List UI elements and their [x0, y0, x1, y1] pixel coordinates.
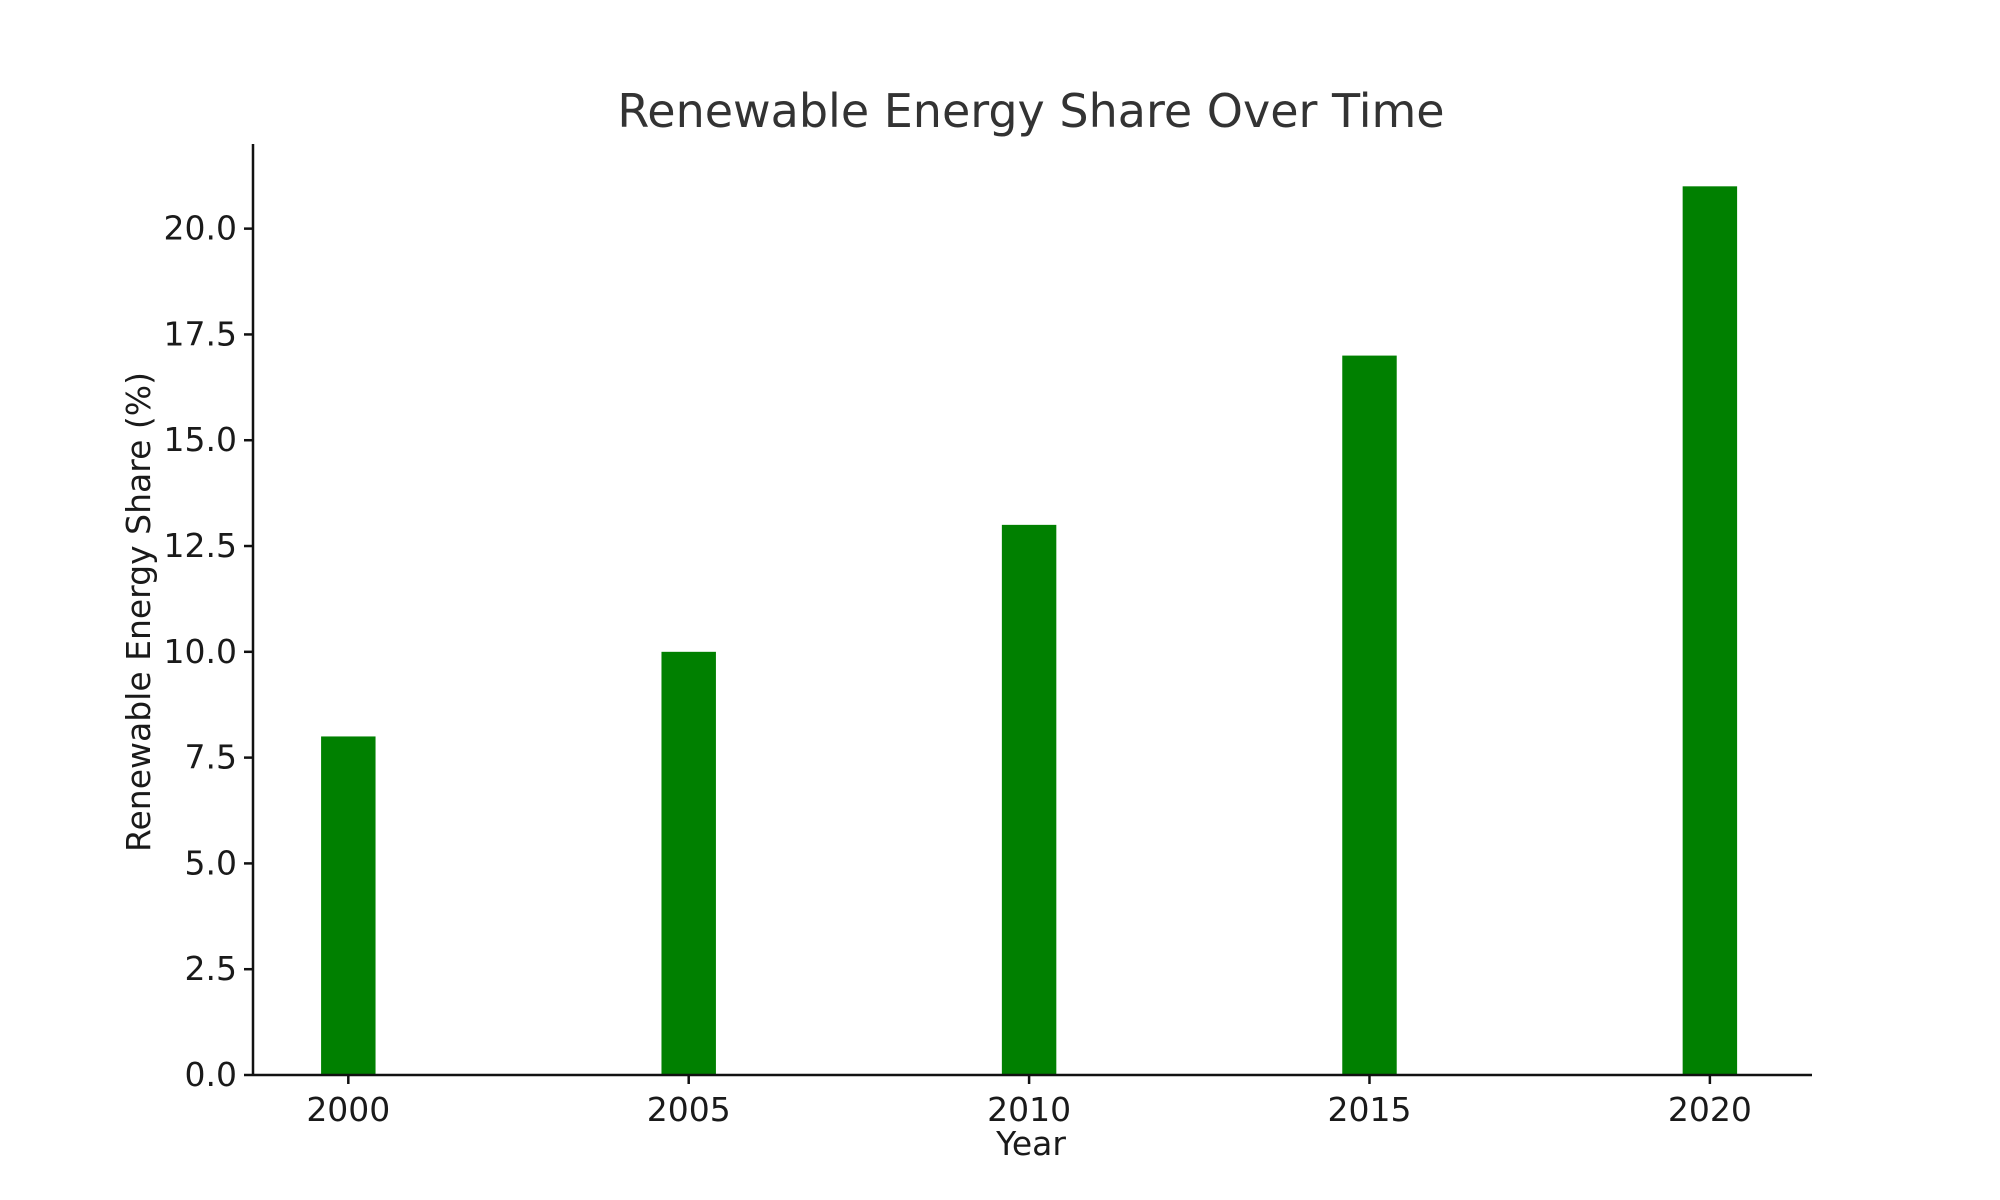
- y-tick-label: 2.5: [185, 949, 237, 988]
- y-tick-label: 7.5: [185, 738, 237, 777]
- bar-2020: [1682, 186, 1738, 1075]
- x-axis-label: Year: [995, 1124, 1066, 1163]
- y-tick-label: 0.0: [185, 1055, 237, 1094]
- y-axis-ticks: 0.0 2.5 5.0 7.5 10.0 12.5 15.0 17.5 20.0: [164, 209, 253, 1094]
- chart-title: Renewable Energy Share Over Time: [617, 84, 1444, 138]
- y-tick-label: 15.0: [164, 420, 237, 459]
- x-tick-label: 2020: [1668, 1090, 1752, 1129]
- x-axis-ticks: 2000 2005 2010 2015 2020: [306, 1075, 1752, 1129]
- bars-group: [321, 186, 1738, 1076]
- bar-2015: [1342, 355, 1397, 1076]
- y-tick-label: 12.5: [164, 526, 237, 565]
- y-axis-label: Renewable Energy Share (%): [119, 372, 158, 852]
- x-tick-label: 2015: [1327, 1090, 1411, 1129]
- x-tick-label: 2005: [647, 1090, 731, 1129]
- x-tick-label: 2010: [987, 1090, 1071, 1129]
- bar-2000: [321, 736, 376, 1075]
- y-tick-label: 17.5: [164, 314, 237, 353]
- y-tick-label: 5.0: [185, 843, 237, 882]
- y-tick-label: 10.0: [164, 632, 237, 671]
- bar-2010: [1001, 524, 1057, 1075]
- x-tick-label: 2000: [306, 1090, 390, 1129]
- y-tick-label: 20.0: [164, 209, 237, 248]
- bar-2005: [661, 651, 716, 1075]
